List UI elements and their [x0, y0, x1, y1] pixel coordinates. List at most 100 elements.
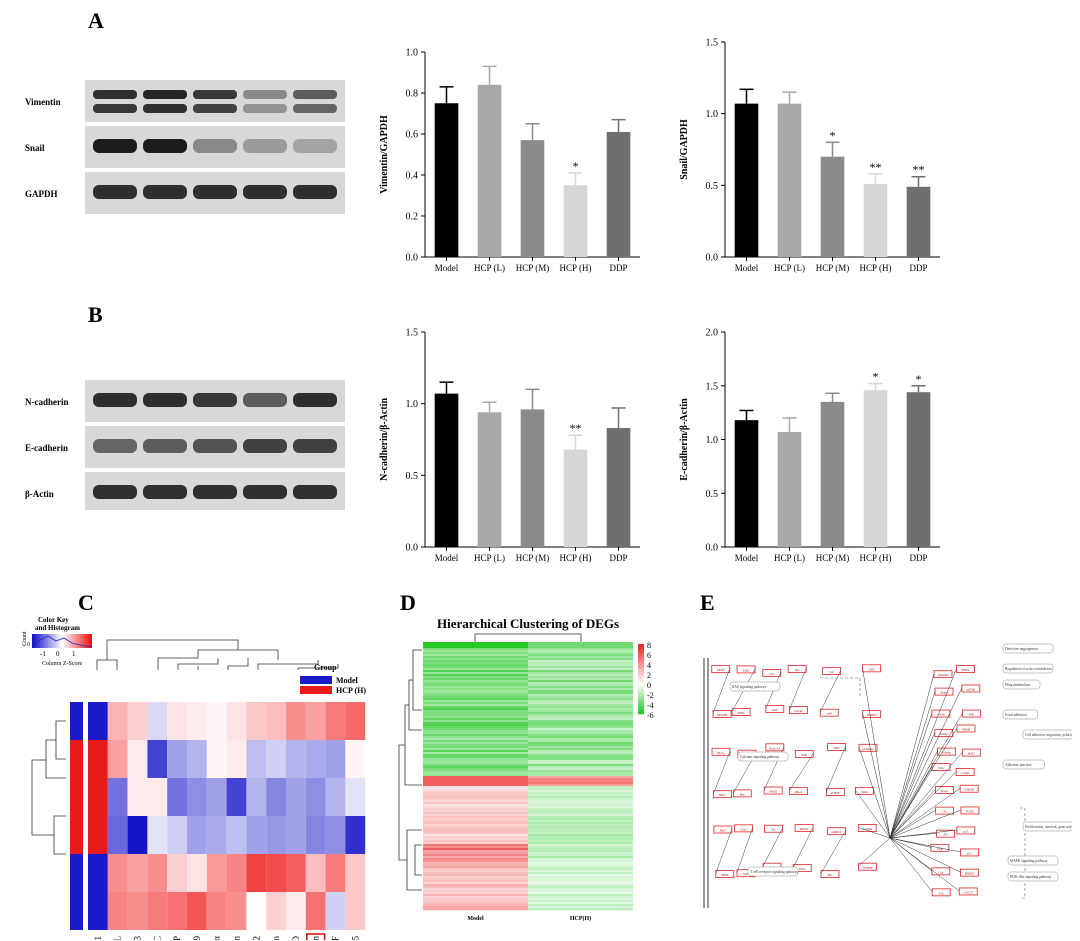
bar: [734, 420, 759, 547]
heatmap-cell: [528, 740, 633, 743]
heatmap-column-label: CT-1: [93, 936, 103, 940]
heatmap-cell: [423, 906, 528, 909]
heatmap-cell: [528, 688, 633, 691]
heatmap-cell: [528, 870, 633, 873]
blot-band: [243, 439, 287, 453]
heatmap-cell: [528, 886, 633, 889]
pathway-process-label: Adherens junction: [1005, 763, 1032, 767]
x-tick-label: HCP (L): [774, 553, 805, 563]
pathway-edge: [889, 687, 963, 839]
heatmap-cell: [528, 764, 633, 767]
row-group-bar: [70, 702, 83, 740]
heatmap-cell: [528, 736, 633, 739]
heatmap-cell: [528, 678, 633, 681]
heatmap-column-label: IL-9: [192, 936, 202, 940]
western-blot-b: N-cadherin E-cadherin β-Actin: [25, 380, 345, 510]
bar: [906, 392, 931, 547]
y-tick-label: 0.6: [406, 130, 419, 141]
heatmap-cell: [246, 702, 267, 740]
heatmap-cell: [127, 816, 148, 854]
heatmap-cell: [528, 750, 633, 753]
heatmap-cell: [423, 844, 528, 847]
heatmap-cell: [528, 798, 633, 801]
heatmap-cell: [423, 754, 528, 757]
heatmap-cell: [528, 744, 633, 747]
heatmap-cell: [107, 892, 128, 930]
heatmap-cell: [423, 862, 528, 865]
heatmap-cell: [423, 736, 528, 739]
heatmap-cell: [423, 852, 528, 855]
pathway-node: [961, 748, 981, 757]
heatmap-cell: [423, 866, 528, 869]
color-key-swatch: [34, 634, 36, 648]
heatmap-cell: [528, 720, 633, 723]
row-dendrogram-branch: [398, 744, 407, 861]
pathway-node-label: FOXO: [966, 809, 975, 813]
heatmap-cell: [423, 772, 528, 775]
pathway-node-label: Casp9: [961, 771, 969, 775]
heatmap-cell: [528, 844, 633, 847]
pathway-edge: [858, 827, 891, 839]
heatmap-cell: [423, 674, 528, 677]
color-key-ylabel: Count: [22, 631, 28, 646]
heatmap-cell: [528, 766, 633, 769]
blot-band: [193, 90, 237, 99]
heatmap-cell: [423, 676, 528, 679]
heatmap-cell: [226, 816, 247, 854]
heatmap-cell: [528, 708, 633, 711]
y-tick-label: 1.5: [706, 38, 719, 49]
color-key-swatch: [52, 634, 54, 648]
heatmap-cell: [528, 686, 633, 689]
pathway-node-label: p38: [827, 712, 832, 716]
y-tick-label: 0.0: [706, 253, 719, 264]
pathway-node: [960, 806, 980, 815]
heatmap-cell: [528, 828, 633, 831]
heatmap-cell: [423, 806, 528, 809]
pathway-node: [731, 708, 751, 716]
heatmap-cell: [423, 858, 528, 861]
heatmap-cell: [528, 894, 633, 897]
y-tick-label: 0.4: [406, 171, 419, 182]
heatmap-column-label: TARC: [152, 936, 162, 940]
blot-band: [193, 139, 237, 153]
blot-band: [193, 185, 237, 199]
pathway-node-label: Vav: [829, 670, 834, 674]
heatmap-cell: [423, 728, 528, 731]
heatmap-cell: [528, 800, 633, 803]
heatmap-cell: [423, 710, 528, 713]
heatmap-cell: [423, 790, 528, 793]
color-key-tick: -1: [40, 650, 46, 658]
color-key-swatch: [72, 634, 74, 648]
heatmap-cell: [423, 708, 528, 711]
heatmap-cell: [127, 854, 148, 892]
bar: [477, 412, 502, 547]
heatmap-column-label: FasL: [113, 936, 123, 940]
pathway-node-label: IKK: [969, 713, 975, 717]
heatmap-cell: [528, 672, 633, 675]
heatmap-cell: [423, 888, 528, 891]
heatmap-cell: [423, 698, 528, 701]
heatmap-cell: [423, 848, 528, 851]
pathway-node-label: p27: [963, 829, 968, 833]
pathway-node: [931, 867, 951, 876]
panel-letter-b: B: [88, 302, 103, 327]
x-tick-label: HCP (H): [560, 263, 592, 273]
heatmap-cell: [528, 850, 633, 853]
heatmap-cell: [528, 816, 633, 819]
pathway-process-box: [1002, 709, 1039, 720]
column-dendrogram-branch: [157, 649, 279, 670]
heatmap-cell: [528, 856, 633, 859]
heatmap-cell: [206, 892, 227, 930]
heatmap-cell: [187, 854, 207, 892]
heatmap-cell: [528, 884, 633, 887]
heatmap-cell: [423, 854, 528, 857]
pathway-node-label: MEK: [721, 873, 729, 877]
pathway-process-label: Regulation of actin cytoskeleton: [1005, 667, 1052, 671]
color-key-swatch: [44, 634, 46, 648]
pathway-process-box: [747, 866, 799, 877]
x-tick-label: DDP: [909, 553, 927, 563]
pathway-node-label: Src: [771, 828, 776, 832]
blot-strip: [85, 80, 345, 122]
colorbar-swatch: [638, 666, 644, 670]
heatmap-cell: [423, 716, 528, 719]
